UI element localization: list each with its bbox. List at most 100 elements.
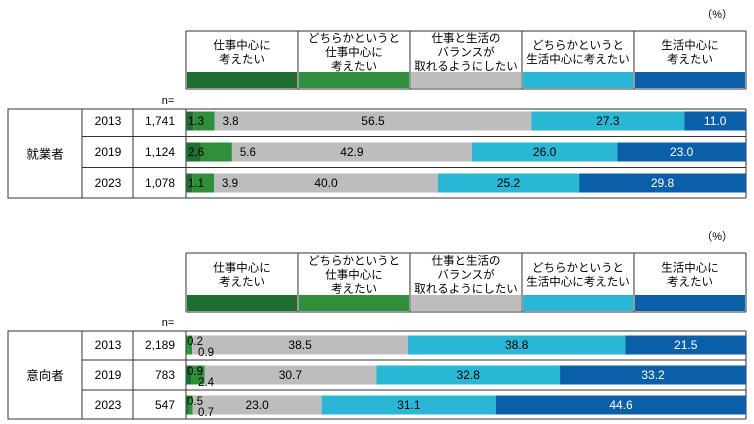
bar-segment-0 xyxy=(186,335,188,355)
data-label-1: 2.4 xyxy=(198,377,215,389)
header-label-1: 考えたい xyxy=(331,60,377,73)
n-value: 783 xyxy=(155,368,175,382)
bar-segment-3 xyxy=(531,111,685,131)
data-label-4: 11.0 xyxy=(704,114,727,128)
header-label-1: どちらかというと xyxy=(308,32,400,45)
legend-swatch-4 xyxy=(635,295,745,311)
legend-swatch-1 xyxy=(299,72,409,88)
bar-segment-3 xyxy=(407,335,626,355)
group-label: 意向者 xyxy=(26,368,64,383)
bar-segment-1 xyxy=(187,335,193,355)
bar-segment-4 xyxy=(617,142,746,162)
bar-segment-2 xyxy=(231,142,472,162)
bar-segment-4 xyxy=(579,173,746,193)
year-label: 2023 xyxy=(95,176,122,190)
data-label-3: 26.0 xyxy=(533,145,557,159)
header-label-2: バランスが xyxy=(437,268,495,282)
bar-segment-2 xyxy=(192,395,322,415)
data-label-0: 2.6 xyxy=(188,147,204,159)
data-label-2: 42.9 xyxy=(340,145,364,159)
data-label-0: 0.2 xyxy=(187,336,203,348)
data-label-4: 33.2 xyxy=(641,368,665,382)
data-label-3: 31.1 xyxy=(397,398,421,412)
group-label: 就業者 xyxy=(26,147,64,162)
header-label-0: 考えたい xyxy=(219,276,265,289)
bar-segment-3 xyxy=(376,365,561,385)
header-label-4: 生活中心に xyxy=(661,38,719,52)
header-label-3: どちらかというと xyxy=(532,262,624,275)
bar-segment-2 xyxy=(214,173,438,193)
legend-swatch-4 xyxy=(635,72,745,88)
bar-segment-0 xyxy=(186,395,189,415)
bar-segment-2 xyxy=(214,111,532,131)
unit-label: （%） xyxy=(701,230,733,243)
bar-segment-2 xyxy=(204,365,377,385)
n-value: 1,124 xyxy=(145,145,175,159)
data-label-0: 1.3 xyxy=(188,116,204,128)
header-label-3: どちらかというと xyxy=(532,39,624,52)
data-label-3: 27.3 xyxy=(596,114,620,128)
header-label-1: 仕事中心に xyxy=(325,269,383,282)
bar-segment-4 xyxy=(495,395,746,415)
data-label-1: 3.9 xyxy=(222,178,238,190)
data-label-4: 21.5 xyxy=(674,338,698,352)
data-label-0: 1.1 xyxy=(188,178,204,190)
data-label-3: 32.8 xyxy=(457,368,481,382)
header-label-3: 生活中心に考えたい xyxy=(526,275,630,289)
n-value: 547 xyxy=(155,398,175,412)
bar-segment-1 xyxy=(200,142,232,162)
legend-swatch-2 xyxy=(411,72,521,88)
bar-segment-3 xyxy=(438,173,580,193)
header-label-3: 生活中心に考えたい xyxy=(526,52,630,66)
n-value: 1,741 xyxy=(145,114,175,128)
bar-segment-1 xyxy=(188,395,193,415)
bar-segment-0 xyxy=(186,111,194,131)
bar-segment-4 xyxy=(560,365,746,385)
header-label-1: 仕事中心に xyxy=(325,46,383,59)
legend-swatch-0 xyxy=(187,295,297,311)
data-label-3: 38.8 xyxy=(505,338,529,352)
bar-segment-3 xyxy=(321,395,496,415)
data-label-2: 38.5 xyxy=(288,338,312,352)
header-label-0: 仕事中心に xyxy=(213,262,271,275)
data-label-1: 5.6 xyxy=(240,147,256,159)
header-label-0: 仕事中心に xyxy=(213,39,271,52)
header-label-1: どちらかというと xyxy=(308,255,400,268)
data-label-4: 44.6 xyxy=(609,398,633,412)
legend-swatch-2 xyxy=(411,295,521,311)
legend-swatch-3 xyxy=(523,72,633,88)
year-label: 2013 xyxy=(95,114,122,128)
bar-segment-3 xyxy=(471,142,618,162)
header-label-2: 仕事と生活の xyxy=(432,254,501,268)
header-label-2: 取れるようにしたい xyxy=(414,283,518,296)
data-label-1: 0.9 xyxy=(198,347,214,359)
data-label-2: 23.0 xyxy=(246,398,270,412)
data-label-2: 30.7 xyxy=(279,368,303,382)
data-label-3: 25.2 xyxy=(497,176,521,190)
bar-segment-0 xyxy=(186,142,201,162)
legend-swatch-0 xyxy=(187,72,297,88)
header-label-4: 考えたい xyxy=(667,276,713,289)
header-label-2: バランスが xyxy=(437,45,495,59)
data-label-2: 56.5 xyxy=(361,114,385,128)
header-label-1: 考えたい xyxy=(331,283,377,296)
unit-label: （%） xyxy=(701,8,733,21)
year-label: 2013 xyxy=(95,338,122,352)
bar-segment-4 xyxy=(684,111,746,131)
n-value: 1,078 xyxy=(145,176,175,190)
legend-swatch-3 xyxy=(523,295,633,311)
header-label-4: 考えたい xyxy=(667,53,713,66)
bar-segment-1 xyxy=(192,173,214,193)
n-label: n= xyxy=(162,317,175,329)
header-label-2: 取れるようにしたい xyxy=(414,60,518,73)
data-label-0: 0.9 xyxy=(187,366,203,378)
data-label-2: 40.0 xyxy=(314,176,338,190)
header-label-4: 生活中心に xyxy=(661,261,719,275)
n-label: n= xyxy=(162,95,175,107)
bar-segment-4 xyxy=(625,335,746,355)
bar-segment-2 xyxy=(192,335,408,355)
data-label-1: 0.7 xyxy=(198,407,214,419)
year-label: 2023 xyxy=(95,398,122,412)
data-label-1: 3.8 xyxy=(223,116,239,128)
legend-swatch-1 xyxy=(299,295,409,311)
